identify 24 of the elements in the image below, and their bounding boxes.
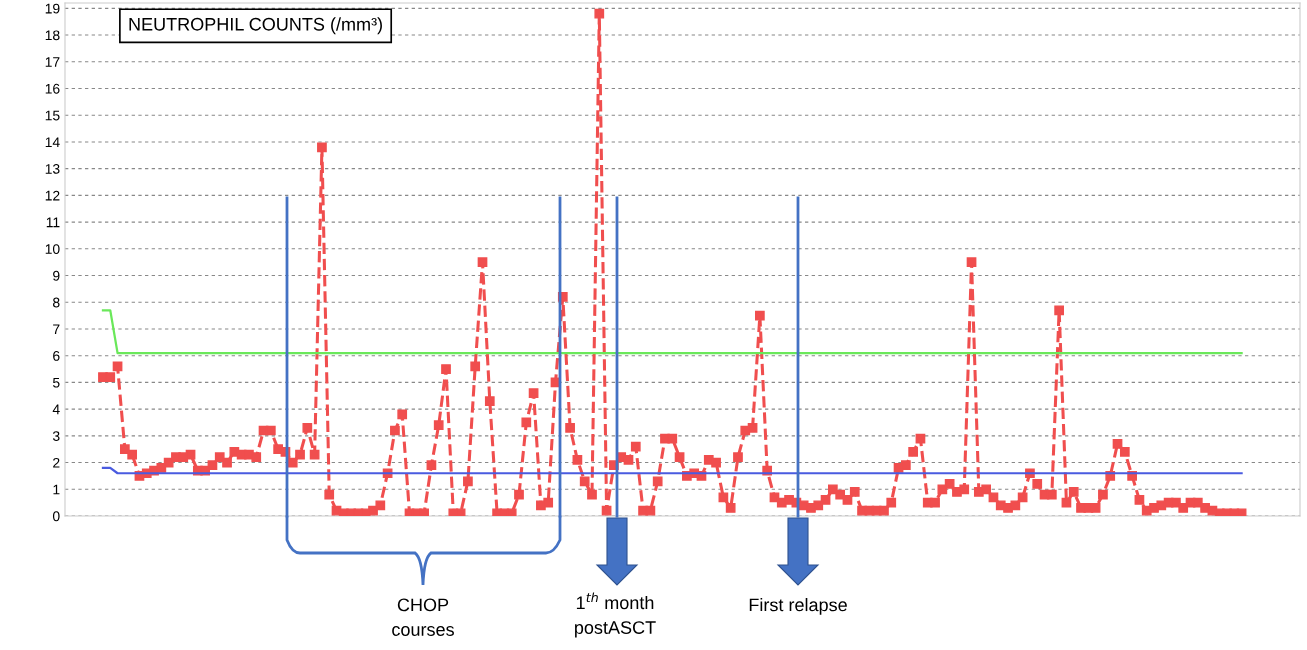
y-tick-label: 1: [53, 484, 60, 495]
y-tick-label: 7: [53, 324, 60, 334]
y-tick-label: 4: [52, 404, 60, 415]
y-tick-label: 2: [53, 457, 60, 468]
y-tick-label: 18: [45, 30, 60, 41]
text: First relapse: [749, 598, 847, 615]
text: 1$^{th}$ month postASCT: [575, 592, 656, 638]
y-tick-label: 11: [46, 217, 60, 228]
y-tick-label: 8: [53, 297, 60, 308]
y-tick-label: 19: [45, 3, 60, 14]
y-tick-label: 12: [45, 190, 60, 201]
y-tick-label: 9: [53, 270, 60, 281]
text: NEUTROPHIL COUNTS (/mm³): [129, 17, 382, 35]
y-tick-label: 15: [45, 110, 60, 121]
text: CHOP courses: [392, 598, 454, 636]
y-tick-label: 6: [53, 351, 60, 361]
y-tick-label: 14: [45, 137, 60, 147]
y-tick-label: 10: [45, 244, 60, 254]
y-tick-label: 17: [45, 57, 60, 67]
y-tick-label: 5: [52, 377, 60, 388]
y-tick-label: 16: [45, 83, 60, 94]
y-tick-label: 13: [45, 163, 60, 174]
y-tick-label: 0: [52, 511, 60, 522]
y-tick-label: 3: [52, 431, 60, 442]
